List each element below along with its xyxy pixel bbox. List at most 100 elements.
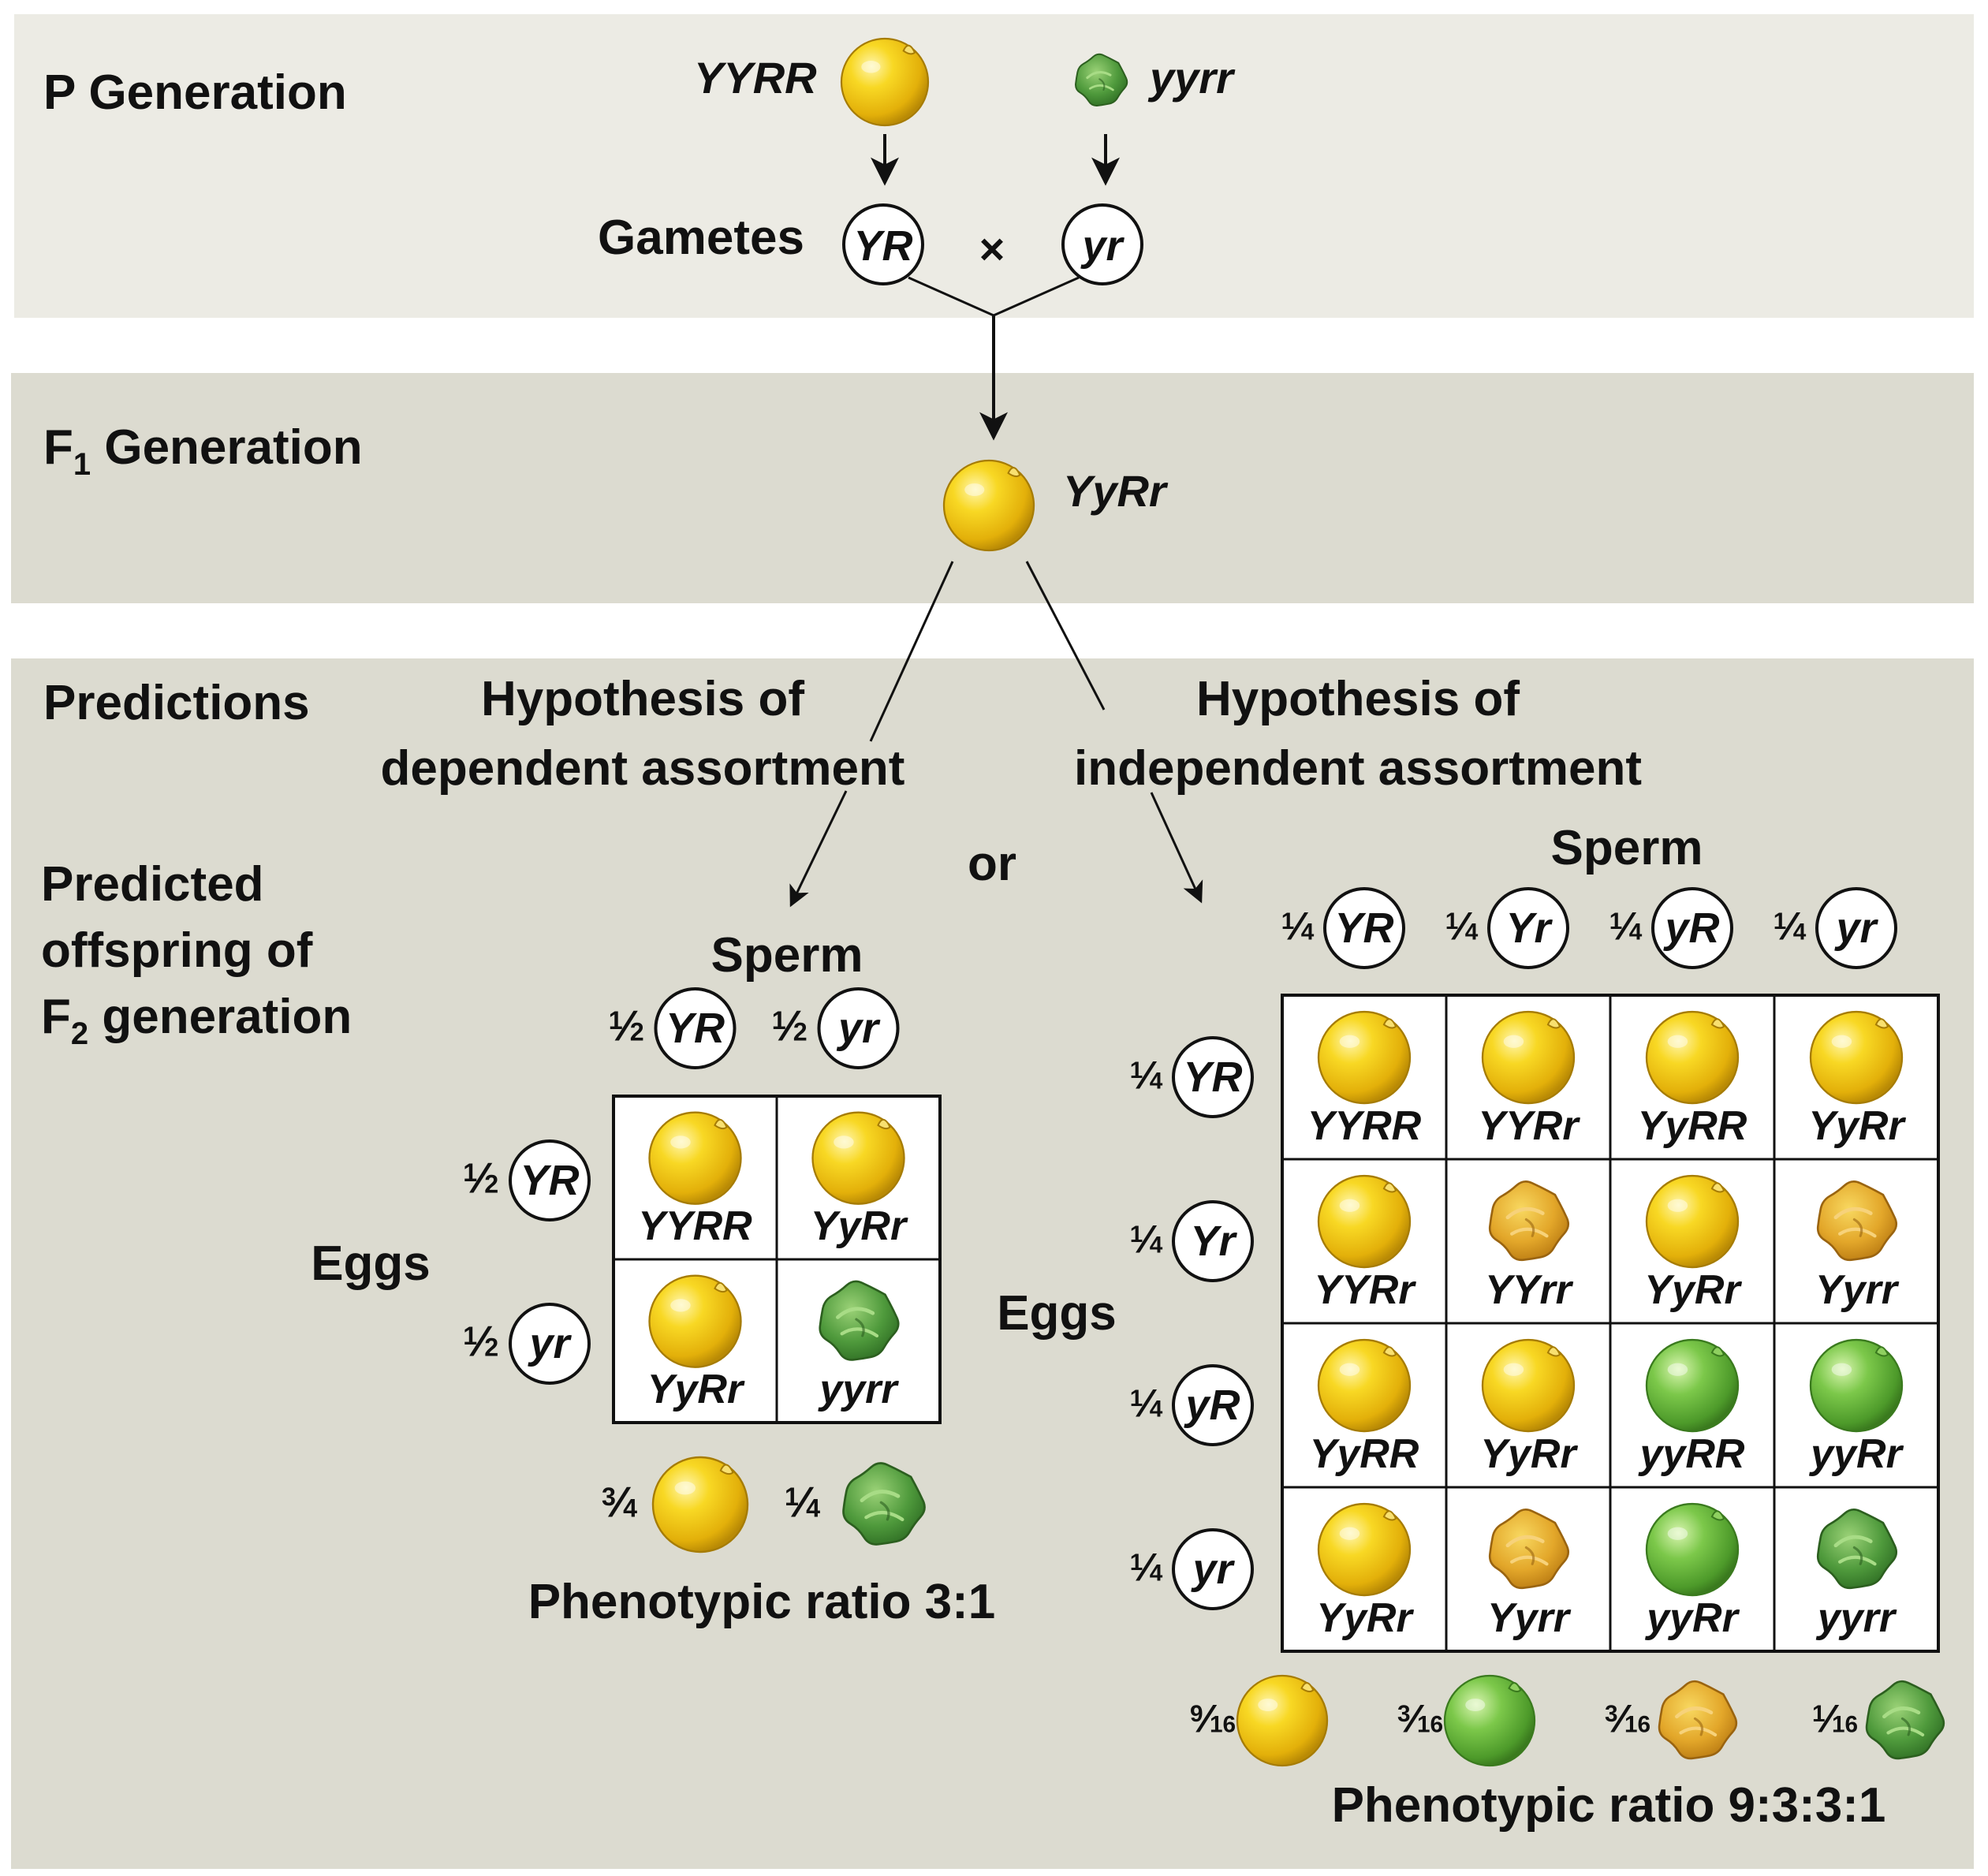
punnett-cell: yyRr <box>1644 1502 1740 1641</box>
cell-genotype: YyRr <box>1644 1267 1742 1313</box>
round-yellow-pea-icon <box>1317 1502 1412 1597</box>
phenotype-fraction: 3⁄16 <box>1397 1695 1443 1740</box>
wrinkled-yellow-pea-icon <box>1488 1180 1570 1262</box>
cell-genotype: YYRr <box>1314 1267 1416 1313</box>
dependent-sperm-label: Sperm <box>711 928 863 983</box>
dependent-eggs-label: Eggs <box>311 1236 431 1291</box>
punnett-cell: YYrr <box>1485 1180 1574 1313</box>
allele-label: yR <box>1183 1382 1240 1429</box>
f1-pea-icon <box>942 459 1035 552</box>
offspring-label-line3: F2 generation <box>41 990 352 1051</box>
sperm-allele-YR: YR <box>1323 887 1405 969</box>
punnett-cell: YyRr <box>1808 1010 1906 1149</box>
round-green-pea-icon <box>1443 1674 1536 1767</box>
round-yellow-pea-icon <box>811 1111 905 1205</box>
cell-genotype: Yyrr <box>1815 1267 1900 1313</box>
punnett-cell: YYRR <box>638 1111 752 1249</box>
branch-line-dependent <box>869 561 954 742</box>
allele-label: YR <box>520 1157 579 1204</box>
independent-eggs-label: Eggs <box>997 1286 1117 1341</box>
egg-allele-YR: YR <box>509 1139 591 1221</box>
allele-label: Yr <box>1190 1218 1237 1265</box>
punnett-cell: YyRr <box>1316 1502 1414 1641</box>
round-yellow-pea-icon <box>1317 1010 1412 1105</box>
cell-genotype: yyRR <box>1638 1431 1745 1477</box>
cell-genotype: YYRR <box>1307 1103 1422 1149</box>
wrinkled-green-pea-icon <box>1865 1680 1945 1760</box>
punnett-cell: YYRr <box>1478 1010 1580 1149</box>
round-yellow-pea-icon <box>1317 1174 1412 1269</box>
independent-hypothesis-line1: Hypothesis of <box>1196 672 1520 726</box>
sperm-allele-yr: yr <box>817 987 900 1069</box>
cell-genotype: YyRr <box>647 1367 745 1412</box>
cell-genotype: YyRR <box>1310 1431 1419 1477</box>
punnett-cell: YyRr <box>1644 1174 1742 1313</box>
cell-genotype: yyRr <box>1644 1595 1740 1641</box>
sperm-allele-yr: yr <box>1815 887 1897 969</box>
cell-genotype: yyrr <box>817 1367 899 1412</box>
sperm-allele-yR: yR <box>1651 887 1733 969</box>
independent-egg-headers: 1⁄4 YR1⁄4 Yr1⁄4 yR1⁄4 yr <box>1130 1036 1254 1610</box>
cell-genotype: yyrr <box>1815 1595 1897 1641</box>
punnett-cell: YYRr <box>1314 1174 1416 1313</box>
round-yellow-pea-icon <box>1481 1338 1576 1433</box>
wrinkled-yellow-pea-icon <box>1816 1180 1898 1262</box>
punnett-cell: yyRr <box>1808 1338 1904 1477</box>
punnett-cell: yyRR <box>1638 1338 1745 1477</box>
cell-genotype: YYrr <box>1485 1267 1574 1313</box>
egg-fraction: 1⁄4 <box>1130 1216 1163 1261</box>
dependent-hypothesis-line1: Hypothesis of <box>481 672 804 726</box>
round-yellow-pea-icon <box>651 1456 749 1553</box>
egg-allele-yr: yr <box>509 1303 591 1385</box>
independent-sperm-label: Sperm <box>1551 821 1703 875</box>
allele-label: YR <box>666 1005 725 1052</box>
wrinkled-green-pea-icon <box>819 1280 900 1361</box>
round-yellow-pea-icon <box>648 1111 742 1205</box>
allele-label: YR <box>1334 904 1393 952</box>
independent-sperm-headers: 1⁄4 YR 1⁄4 Yr 1⁄4 yR 1⁄4 yr <box>1281 887 1897 969</box>
allele-label: yr <box>1833 904 1878 952</box>
dependent-sperm-headers: 1⁄2 YR 1⁄2 yr <box>609 987 900 1069</box>
allele-label: yr <box>527 1320 572 1367</box>
parent1-genotype: YYRR <box>694 53 817 103</box>
offspring-label-line1: Predicted <box>41 857 264 912</box>
allele-label: yr <box>836 1005 881 1052</box>
parent1-pea-icon <box>840 37 930 127</box>
round-yellow-pea-icon <box>1481 1010 1576 1105</box>
cell-genotype: YyRr <box>1808 1103 1906 1149</box>
wrinkled-green-pea-icon <box>842 1462 926 1546</box>
wrinkled-yellow-pea-icon <box>1658 1680 1738 1760</box>
round-yellow-pea-icon <box>1809 1010 1904 1105</box>
offspring-label-line2: offspring of <box>41 923 313 978</box>
arrow-to-independent-square <box>1150 792 1203 904</box>
parent2-pea-icon <box>1075 53 1128 106</box>
p-generation-label: P Generation <box>43 65 347 120</box>
round-yellow-pea-icon <box>1645 1010 1740 1105</box>
egg-fraction: 1⁄4 <box>1130 1380 1163 1425</box>
round-yellow-pea-icon <box>1236 1674 1329 1767</box>
dependent-egg-headers: 1⁄2 YR1⁄2 yr <box>463 1139 591 1385</box>
dependent-ratio-label: Phenotypic ratio 3:1 <box>528 1575 996 1629</box>
gamete2-circle <box>1061 203 1143 285</box>
round-green-pea-icon <box>1809 1338 1904 1433</box>
punnett-cell: yyrr <box>817 1280 900 1412</box>
independent-grid: YYRR YYRr YyRR YyRr YYRr YYrr YyRr Yyrr YyRR YyRr… <box>1281 994 1940 1653</box>
egg-allele-yr: yr <box>1172 1528 1254 1610</box>
egg-allele-yR: yR <box>1172 1364 1254 1446</box>
wrinkled-green-pea-icon <box>1816 1508 1898 1590</box>
cell-genotype: YyRr <box>1316 1595 1414 1641</box>
dependent-punnett-square: Sperm Eggs 1⁄2 YR 1⁄2 yr 1⁄2 YR1⁄2 yr YYRR YyR… <box>311 928 995 1629</box>
gamete1-allele: YR <box>853 222 912 270</box>
allele-label: Yr <box>1505 904 1553 952</box>
cross-symbol: × <box>979 224 1005 274</box>
round-yellow-pea-icon <box>648 1274 742 1368</box>
arrow-to-dependent-square <box>789 790 848 908</box>
f1-generation-label: F1 Generation <box>43 420 363 482</box>
cell-genotype: YYRr <box>1478 1103 1580 1149</box>
round-yellow-pea-icon <box>1645 1174 1740 1269</box>
punnett-cell: YyRR <box>1638 1010 1747 1149</box>
punnett-cell: YyRr <box>811 1111 908 1249</box>
allele-label: yR <box>1662 904 1719 952</box>
gamete2-allele: yr <box>1080 222 1125 270</box>
